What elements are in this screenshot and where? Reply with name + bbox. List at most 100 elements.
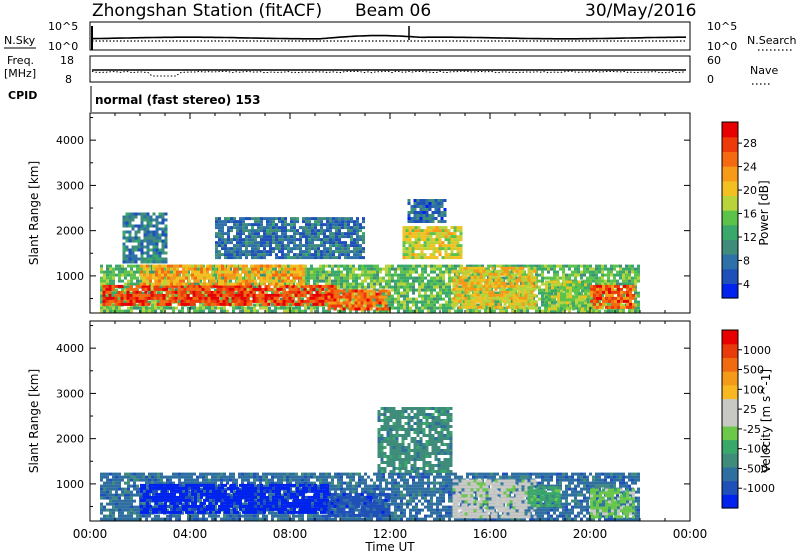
power-echo-cell — [303, 284, 307, 288]
power-echo-cell — [361, 270, 364, 274]
power-echo-cell — [527, 284, 531, 288]
power-echo-cell — [632, 296, 635, 300]
power-echo-cell — [455, 293, 459, 297]
power-echo-cell — [518, 305, 522, 309]
power-echo-cell — [557, 280, 560, 284]
power-echo-cell — [578, 307, 581, 311]
power-echo-cell — [402, 247, 406, 251]
power-echo-cell — [142, 309, 145, 313]
power-echo-cell — [455, 284, 459, 288]
power-echo-cell — [350, 238, 353, 242]
power-echo-cell — [126, 299, 130, 303]
power-echo-cell — [308, 256, 311, 260]
power-echo-cell — [155, 282, 158, 286]
power-echo-cell — [420, 256, 424, 260]
power-echo-cell — [277, 279, 280, 283]
power-echo-cell — [316, 288, 319, 292]
power-echo-cell — [575, 298, 578, 302]
power-echo-cell — [188, 273, 191, 277]
power-echo-cell — [610, 267, 613, 271]
power-echo-cell — [353, 244, 356, 248]
power-echo-cell — [151, 288, 154, 292]
power-echo-cell — [164, 279, 167, 283]
power-colorbar-swatch — [722, 151, 738, 167]
power-echo-cell — [100, 297, 103, 301]
power-echo-cell — [317, 247, 320, 251]
power-echo-cell — [601, 306, 604, 310]
power-echo-cell — [622, 303, 625, 307]
power-echo-cell — [397, 279, 400, 283]
power-echo-cell — [554, 286, 557, 290]
power-echo-cell — [311, 253, 314, 257]
power-echo-cell — [418, 279, 421, 283]
power-echo-cell — [233, 276, 236, 280]
power-echo-cell — [402, 229, 406, 233]
power-echo-cell — [146, 282, 149, 286]
power-echo-cell — [509, 296, 513, 300]
power-echo-cell — [391, 276, 394, 280]
power-echo-cell — [187, 306, 190, 310]
power-echo-cell — [130, 279, 133, 283]
power-echo-cell — [102, 293, 106, 297]
power-echo-cell — [548, 301, 551, 305]
power-echo-cell — [355, 285, 358, 289]
power-echo-cell — [272, 229, 275, 233]
power-echo-cell — [131, 212, 135, 216]
power-echo-cell — [341, 232, 344, 236]
power-echo-cell — [593, 305, 596, 309]
power-echo-cell — [412, 276, 415, 280]
power-echo-cell — [211, 273, 214, 277]
power-echo-cell — [214, 267, 217, 271]
power-echo-cell — [248, 238, 251, 242]
power-echo-cell — [509, 266, 513, 270]
power-echo-cell — [314, 256, 317, 260]
power-echo-cell — [459, 247, 463, 251]
power-echo-cell — [263, 244, 266, 248]
power-echo-cell — [325, 303, 328, 307]
power-echo-cell — [527, 275, 531, 279]
power-echo-cell — [125, 230, 129, 234]
power-echo-cell — [249, 299, 253, 303]
power-echo-cell — [151, 306, 154, 310]
power-echo-cell — [257, 264, 260, 268]
power-echo-cell — [302, 226, 305, 230]
power-echo-cell — [159, 293, 163, 297]
power-echo-cell — [272, 223, 275, 227]
power-echo-cell — [589, 279, 592, 283]
power-echo-cell — [565, 276, 568, 280]
power-echo-cell — [459, 256, 463, 260]
power-echo-cell — [191, 270, 194, 274]
power-echo-cell — [530, 302, 534, 306]
power-echo-cell — [184, 285, 187, 289]
power-echo-cell — [221, 267, 224, 271]
power-echo-cell — [607, 270, 610, 274]
power-echo-cell — [336, 289, 340, 293]
power-echo-cell — [299, 238, 302, 242]
power-echo-cell — [303, 290, 307, 294]
power-echo-cell — [265, 306, 268, 310]
power-echo-cell — [599, 302, 602, 306]
power-echo-cell — [584, 292, 587, 296]
power-echo-cell — [316, 279, 319, 283]
power-echo-cell — [426, 232, 430, 236]
power-echo-cell — [408, 238, 412, 242]
power-echo-cell — [339, 307, 343, 311]
power-echo-cell — [230, 276, 233, 280]
power-echo-cell — [406, 291, 409, 295]
power-echo-cell — [375, 295, 379, 299]
power-echo-cell — [388, 303, 391, 307]
power-echo-cell — [352, 297, 355, 301]
power-echo-cell — [120, 284, 124, 288]
power-echo-cell — [221, 235, 224, 239]
power-echo-cell — [602, 290, 605, 294]
power-echo-cell — [224, 279, 227, 283]
power-echo-cell — [141, 293, 145, 297]
power-echo-cell — [245, 256, 248, 260]
power-echo-cell — [590, 293, 593, 297]
power-echo-cell — [286, 306, 289, 310]
power-echo-cell — [353, 241, 356, 245]
power-echo-cell — [323, 223, 326, 227]
power-echo-cell — [170, 276, 173, 280]
power-echo-cell — [458, 296, 462, 300]
power-echo-cell — [161, 227, 165, 231]
